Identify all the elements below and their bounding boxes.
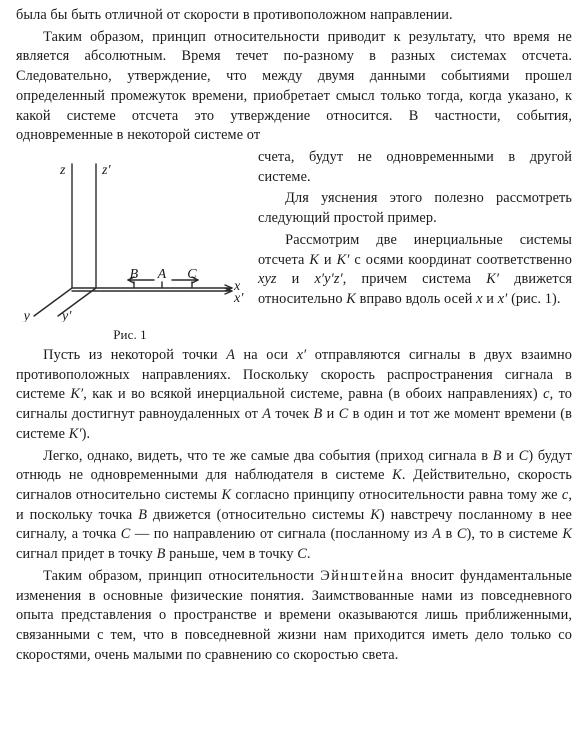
txt: ).: [82, 426, 91, 442]
svg-text:x: x: [233, 279, 241, 294]
figure-1: zz′x′xyy′BAC Рис. 1: [16, 152, 244, 344]
sym-xp: x′: [498, 291, 508, 307]
sym-c2: C: [457, 526, 467, 542]
txt: точек: [271, 406, 313, 422]
sym-kp: K′: [70, 386, 83, 402]
txt: Таким образом, принцип относительности: [43, 568, 320, 584]
sym-b: B: [138, 507, 147, 523]
svg-text:z: z: [59, 163, 66, 178]
sym-xyz: xyz: [258, 271, 277, 287]
sym-b: B: [493, 448, 502, 464]
txt: согласно принципу относительности равна …: [231, 487, 562, 503]
sym-a: A: [226, 347, 235, 363]
paragraph-conclusion: Таким образом, принцип относительности Э…: [16, 567, 572, 666]
txt: .: [307, 546, 311, 562]
txt: вправо вдоль осей: [356, 291, 476, 307]
sym-kp: K′: [486, 271, 499, 287]
sym-k: K: [392, 467, 402, 483]
paragraph-relativity: Таким образом, принцип относительности п…: [16, 28, 572, 146]
svg-text:y′: y′: [60, 309, 72, 322]
sym-c2: C: [519, 448, 529, 464]
sym-k: K: [221, 487, 231, 503]
txt: на оси: [235, 347, 297, 363]
txt: — по направлению от сигнала (посланному …: [130, 526, 432, 542]
figure-text-wrap: zz′x′xyy′BAC Рис. 1 счета, будут не одно…: [16, 148, 572, 346]
txt: , причем си­стема: [343, 271, 486, 287]
txt: сигнал придет в точку: [16, 546, 157, 562]
sym-xyzp: x′y′z′: [314, 271, 342, 287]
svg-text:y: y: [22, 309, 31, 322]
txt: и: [502, 448, 519, 464]
svg-text:A: A: [157, 267, 167, 282]
sym-kp: K′: [69, 426, 82, 442]
sym-c2: C: [339, 406, 349, 422]
sym-c2: C: [297, 546, 307, 562]
txt: раньше, чем в точку: [165, 546, 297, 562]
sym-kp: K′: [337, 252, 350, 268]
txt: и: [277, 271, 315, 287]
sym-k: K: [346, 291, 356, 307]
sym-a: A: [262, 406, 271, 422]
txt: (рис. 1).: [507, 291, 560, 307]
sym-k: K: [562, 526, 572, 542]
paragraph-continuation: была бы быть отличной от скорости в прот…: [16, 6, 572, 26]
txt: , как и во всякой инерциальной системе, …: [83, 386, 543, 402]
sym-xp: x′: [297, 347, 307, 363]
txt: и: [483, 291, 498, 307]
svg-text:B: B: [130, 267, 139, 282]
txt: и: [319, 252, 337, 268]
sym-k: K: [370, 507, 380, 523]
txt: Пусть из некоторой точки: [43, 347, 226, 363]
sym-c2: C: [121, 526, 131, 542]
sym-a: A: [432, 526, 441, 542]
txt: Легко, однако, видеть, что те же самые д…: [43, 448, 493, 464]
txt: с осями координат соответ­ственно: [349, 252, 572, 268]
figure-caption: Рис. 1: [16, 326, 244, 344]
sym-k: K: [309, 252, 319, 268]
paragraph-observer: Легко, однако, видеть, что те же самые д…: [16, 447, 572, 565]
txt: ), то в системе: [467, 526, 563, 542]
txt: и: [322, 406, 338, 422]
svg-text:C: C: [187, 267, 197, 282]
txt: в: [441, 526, 457, 542]
txt: движется (относительно системы: [147, 507, 370, 523]
paragraph-signals: Пусть из некоторой точки A на оси x′ отп…: [16, 346, 572, 445]
einstein-emph: Эйнштейна: [320, 568, 404, 584]
coordinate-axes-diagram: zz′x′xyy′BAC: [16, 152, 244, 322]
svg-text:z′: z′: [101, 163, 112, 178]
